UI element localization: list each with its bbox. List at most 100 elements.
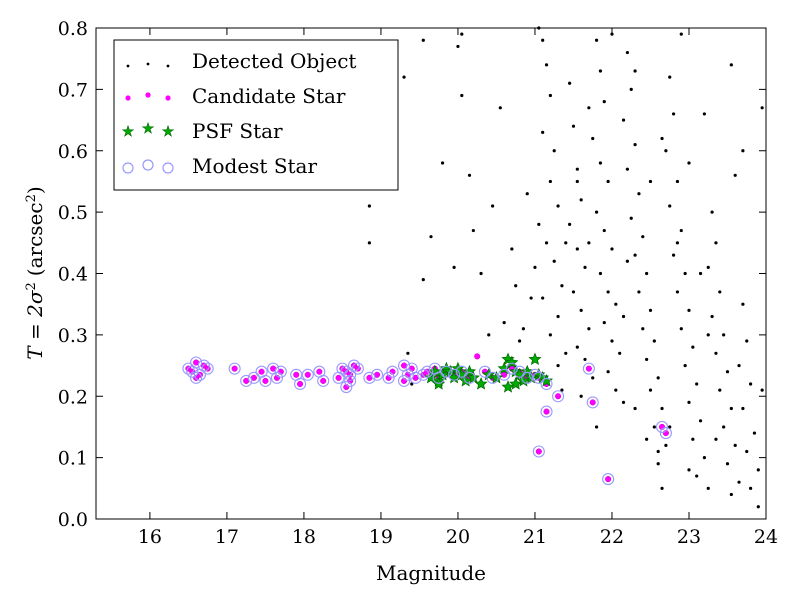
detected-object-point <box>660 486 664 490</box>
detected-object-point <box>614 302 618 306</box>
modest-star-point <box>274 365 287 378</box>
detected-object-point <box>579 394 583 398</box>
modest-star-point <box>240 374 253 387</box>
psf-star-point <box>474 377 488 390</box>
detected-object-point <box>521 327 526 331</box>
detected-object-point <box>683 271 687 276</box>
detected-object-point <box>675 290 680 294</box>
detected-object-point <box>602 228 606 233</box>
x-axis-label: Magnitude <box>376 561 486 585</box>
detected-object-point <box>402 75 406 79</box>
detected-object-point <box>698 419 703 423</box>
detected-object-point <box>695 474 699 478</box>
detected-object-point <box>698 271 703 276</box>
modest-star-point <box>602 473 615 486</box>
detected-object-point <box>691 345 695 349</box>
detected-object-point <box>491 204 495 208</box>
candidate-star-point <box>474 353 481 360</box>
detected-object-point <box>406 351 410 355</box>
detected-object-point <box>367 204 371 208</box>
x-tick-label: 22 <box>600 526 624 548</box>
detected-object-point <box>514 284 518 288</box>
detected-object-point <box>729 406 733 411</box>
modest-star-point <box>371 368 384 381</box>
modest-star-point <box>417 368 430 381</box>
detected-object-point <box>560 284 564 288</box>
detected-object-point <box>460 93 464 98</box>
modest-star-point <box>540 405 553 418</box>
detected-object-point <box>748 486 753 490</box>
detected-object-point <box>552 259 556 263</box>
modest-star-point <box>532 445 545 458</box>
detected-object-point <box>618 351 622 355</box>
detected-object-point <box>544 63 549 67</box>
modest-star-point <box>247 371 260 384</box>
modest-star-point <box>528 368 542 381</box>
detected-object-point <box>710 210 714 214</box>
y-tick-label: 0.1 <box>58 448 88 470</box>
detected-object-point <box>621 400 626 404</box>
detected-object-point <box>702 112 706 116</box>
y-tick-label: 0.4 <box>58 264 88 286</box>
plot-marks <box>182 26 764 509</box>
psf-star-point <box>505 355 519 369</box>
modest-star-point <box>540 377 553 391</box>
y-tick-label: 0.0 <box>58 509 88 531</box>
detected-object-point <box>660 406 664 411</box>
detected-object-point <box>633 69 637 73</box>
modest-star-point <box>259 374 272 387</box>
legend-marker-detected <box>126 62 170 68</box>
detected-object-point <box>440 161 445 165</box>
detected-object-point <box>641 235 645 239</box>
detected-object-point <box>583 265 587 269</box>
detected-object-point <box>598 69 603 73</box>
y-axis-label-unit-close: ) <box>23 186 47 194</box>
detected-object-point <box>733 443 737 447</box>
modest-star-point <box>463 371 476 384</box>
detected-object-point <box>517 339 522 343</box>
detected-object-point <box>594 425 599 429</box>
candidate-star-point <box>555 393 562 400</box>
detected-object-point <box>456 44 460 49</box>
modest-star-point <box>440 365 453 378</box>
detected-object-point <box>706 265 710 269</box>
detected-object-point <box>367 241 371 245</box>
detected-object-point <box>537 222 541 226</box>
detected-object-point <box>579 198 583 202</box>
y-axis-label-exp: 2 <box>24 282 39 290</box>
detected-object-point <box>745 339 749 343</box>
detected-object-point <box>510 247 514 251</box>
detected-object-point <box>756 505 760 509</box>
x-tick-label: 16 <box>138 526 162 548</box>
detected-object-point <box>679 327 683 331</box>
modest-star-point <box>270 371 284 384</box>
candidate-star-point <box>293 371 300 378</box>
candidate-star-point <box>605 476 612 483</box>
legend-label-modest: Modest Star <box>192 154 317 178</box>
modest-star-point <box>190 371 203 384</box>
x-tick-label: 19 <box>369 526 393 548</box>
detected-object-point <box>737 363 741 368</box>
detected-object-point <box>687 308 691 312</box>
detected-object-point <box>637 290 641 294</box>
y-tick-label: 0.5 <box>58 202 88 224</box>
detected-object-point <box>429 235 433 239</box>
detected-object-point <box>756 468 760 472</box>
detected-object-point <box>452 265 456 269</box>
detected-object-point <box>645 271 649 276</box>
detected-object-point <box>602 100 606 104</box>
modest-star-point <box>182 362 195 375</box>
detected-object-point <box>648 308 653 312</box>
svg-text:★: ★ <box>142 121 155 137</box>
detected-object-point <box>548 93 552 98</box>
svg-text:★: ★ <box>162 124 175 140</box>
detected-object-point <box>548 333 552 337</box>
y-tick-label: 0.3 <box>58 325 88 347</box>
detected-object-point <box>645 437 649 441</box>
detected-object-point <box>556 204 560 208</box>
detected-object-point <box>587 106 591 110</box>
detected-object-point <box>652 425 656 429</box>
svg-text:★: ★ <box>122 124 135 140</box>
detected-object-point <box>760 388 764 392</box>
detected-object-point <box>575 247 579 251</box>
